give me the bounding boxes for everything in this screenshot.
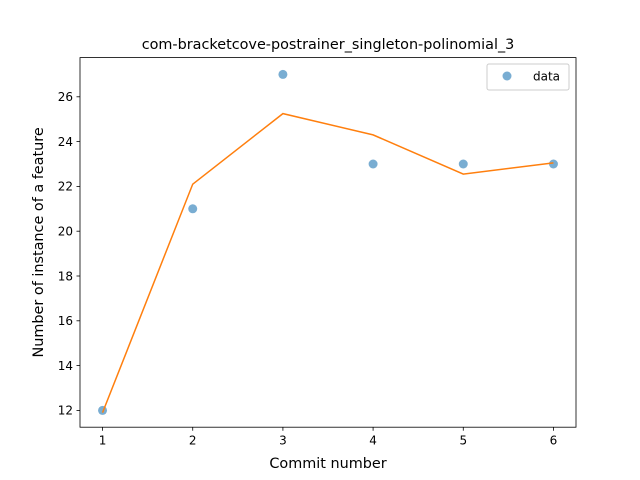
plot-area xyxy=(98,69,558,415)
chart-title: com-bracketcove-postrainer_singleton-pol… xyxy=(142,37,515,53)
plot-frame xyxy=(79,57,577,428)
data-point xyxy=(278,69,288,79)
x-axis: 1 2 3 4 5 6 xyxy=(99,427,558,448)
y-tick-label: 22 xyxy=(58,180,73,194)
y-tick-label: 14 xyxy=(58,359,73,373)
data-point xyxy=(368,159,378,169)
x-tick-label: 5 xyxy=(459,434,467,448)
y-tick-label: 24 xyxy=(58,135,73,149)
y-tick-label: 26 xyxy=(58,90,73,104)
legend-box xyxy=(486,63,570,91)
x-tick-label: 4 xyxy=(369,434,377,448)
data-point xyxy=(548,159,558,169)
data-point xyxy=(98,405,108,415)
fit-line xyxy=(101,112,554,413)
y-axis: 12 14 16 18 20 22 24 26 xyxy=(58,90,80,418)
data-point xyxy=(188,204,198,214)
legend: data xyxy=(486,63,570,91)
y-tick-label: 20 xyxy=(58,225,73,239)
y-tick-label: 16 xyxy=(58,314,73,328)
x-tick-label: 6 xyxy=(550,434,558,448)
y-axis-label: Number of instance of a feature xyxy=(31,127,47,357)
legend-marker-data xyxy=(502,71,512,81)
legend-label-data: data xyxy=(533,70,560,84)
x-tick-label: 2 xyxy=(189,434,197,448)
x-axis-label: Commit number xyxy=(269,456,386,472)
y-tick-label: 18 xyxy=(58,269,73,283)
x-tick-label: 3 xyxy=(279,434,287,448)
data-point xyxy=(458,159,468,169)
x-tick-label: 1 xyxy=(99,434,107,448)
y-tick-label: 12 xyxy=(58,404,73,418)
